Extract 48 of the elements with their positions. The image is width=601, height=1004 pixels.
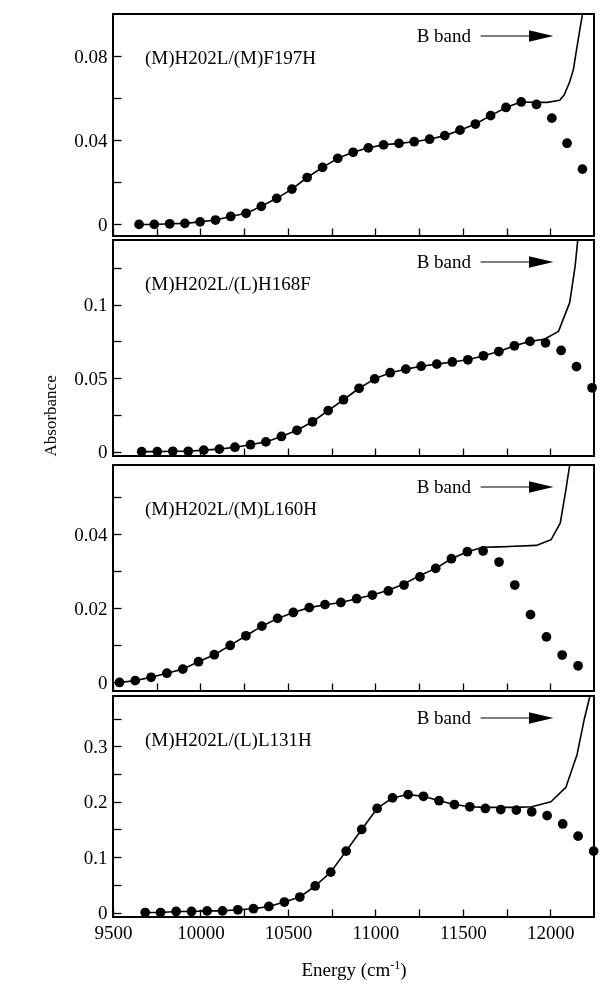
point bbox=[134, 219, 144, 230]
point bbox=[577, 164, 588, 174]
y-tick-label: 0.2 bbox=[83, 791, 108, 813]
annotation: (M)H202L/(L)L131H bbox=[145, 729, 313, 751]
y-axis-title: Absorbance bbox=[41, 375, 61, 457]
x-tick-label: 11000 bbox=[352, 921, 400, 943]
annotation: (M)H202L/(M)F197H bbox=[145, 47, 317, 69]
y-tick-label: 0 bbox=[98, 902, 108, 924]
point bbox=[509, 580, 520, 590]
point bbox=[540, 337, 551, 348]
annotation: B band bbox=[416, 707, 472, 728]
point bbox=[571, 361, 582, 372]
point bbox=[587, 382, 597, 393]
y-tick-label: 0 bbox=[98, 441, 108, 463]
y-tick-label: 0.1 bbox=[83, 294, 108, 316]
y-tick-label: 0.04 bbox=[74, 523, 108, 545]
x-tick-label: 9500 bbox=[94, 921, 133, 943]
y-tick-label: 0.3 bbox=[83, 735, 108, 757]
x-tick-label: 10000 bbox=[177, 921, 225, 943]
point bbox=[557, 819, 568, 829]
point bbox=[588, 846, 599, 856]
point bbox=[526, 806, 537, 817]
point bbox=[494, 557, 504, 567]
annotation: B band bbox=[416, 25, 472, 46]
annotation: (M)H202L/(L)H168F bbox=[145, 273, 311, 295]
point bbox=[556, 345, 566, 356]
y-tick-label: 0.05 bbox=[74, 367, 108, 389]
point bbox=[573, 831, 583, 841]
point bbox=[562, 138, 572, 149]
y-tick-label: 0.04 bbox=[74, 129, 108, 151]
x-tick-label: 10500 bbox=[264, 921, 313, 943]
y-tick-label: 0.08 bbox=[74, 45, 108, 67]
y-tick-label: 0 bbox=[98, 671, 108, 693]
y-tick-label: 0 bbox=[98, 213, 108, 235]
point bbox=[542, 810, 552, 821]
annotation: B band bbox=[416, 476, 472, 497]
point bbox=[525, 609, 536, 620]
y-tick-label: 0.1 bbox=[83, 846, 108, 868]
annotation: (M)H202L/(M)L160H bbox=[145, 498, 318, 520]
point bbox=[557, 650, 568, 660]
y-tick-label: 0.02 bbox=[74, 597, 108, 619]
x-tick-label: 11500 bbox=[439, 921, 487, 943]
point bbox=[541, 632, 552, 642]
x-axis-title: Energy (cm$^{-1}$) bbox=[301, 957, 407, 981]
point bbox=[573, 660, 583, 671]
annotation: B band bbox=[416, 251, 472, 272]
x-tick-label: 12000 bbox=[527, 921, 575, 943]
point bbox=[546, 113, 557, 124]
